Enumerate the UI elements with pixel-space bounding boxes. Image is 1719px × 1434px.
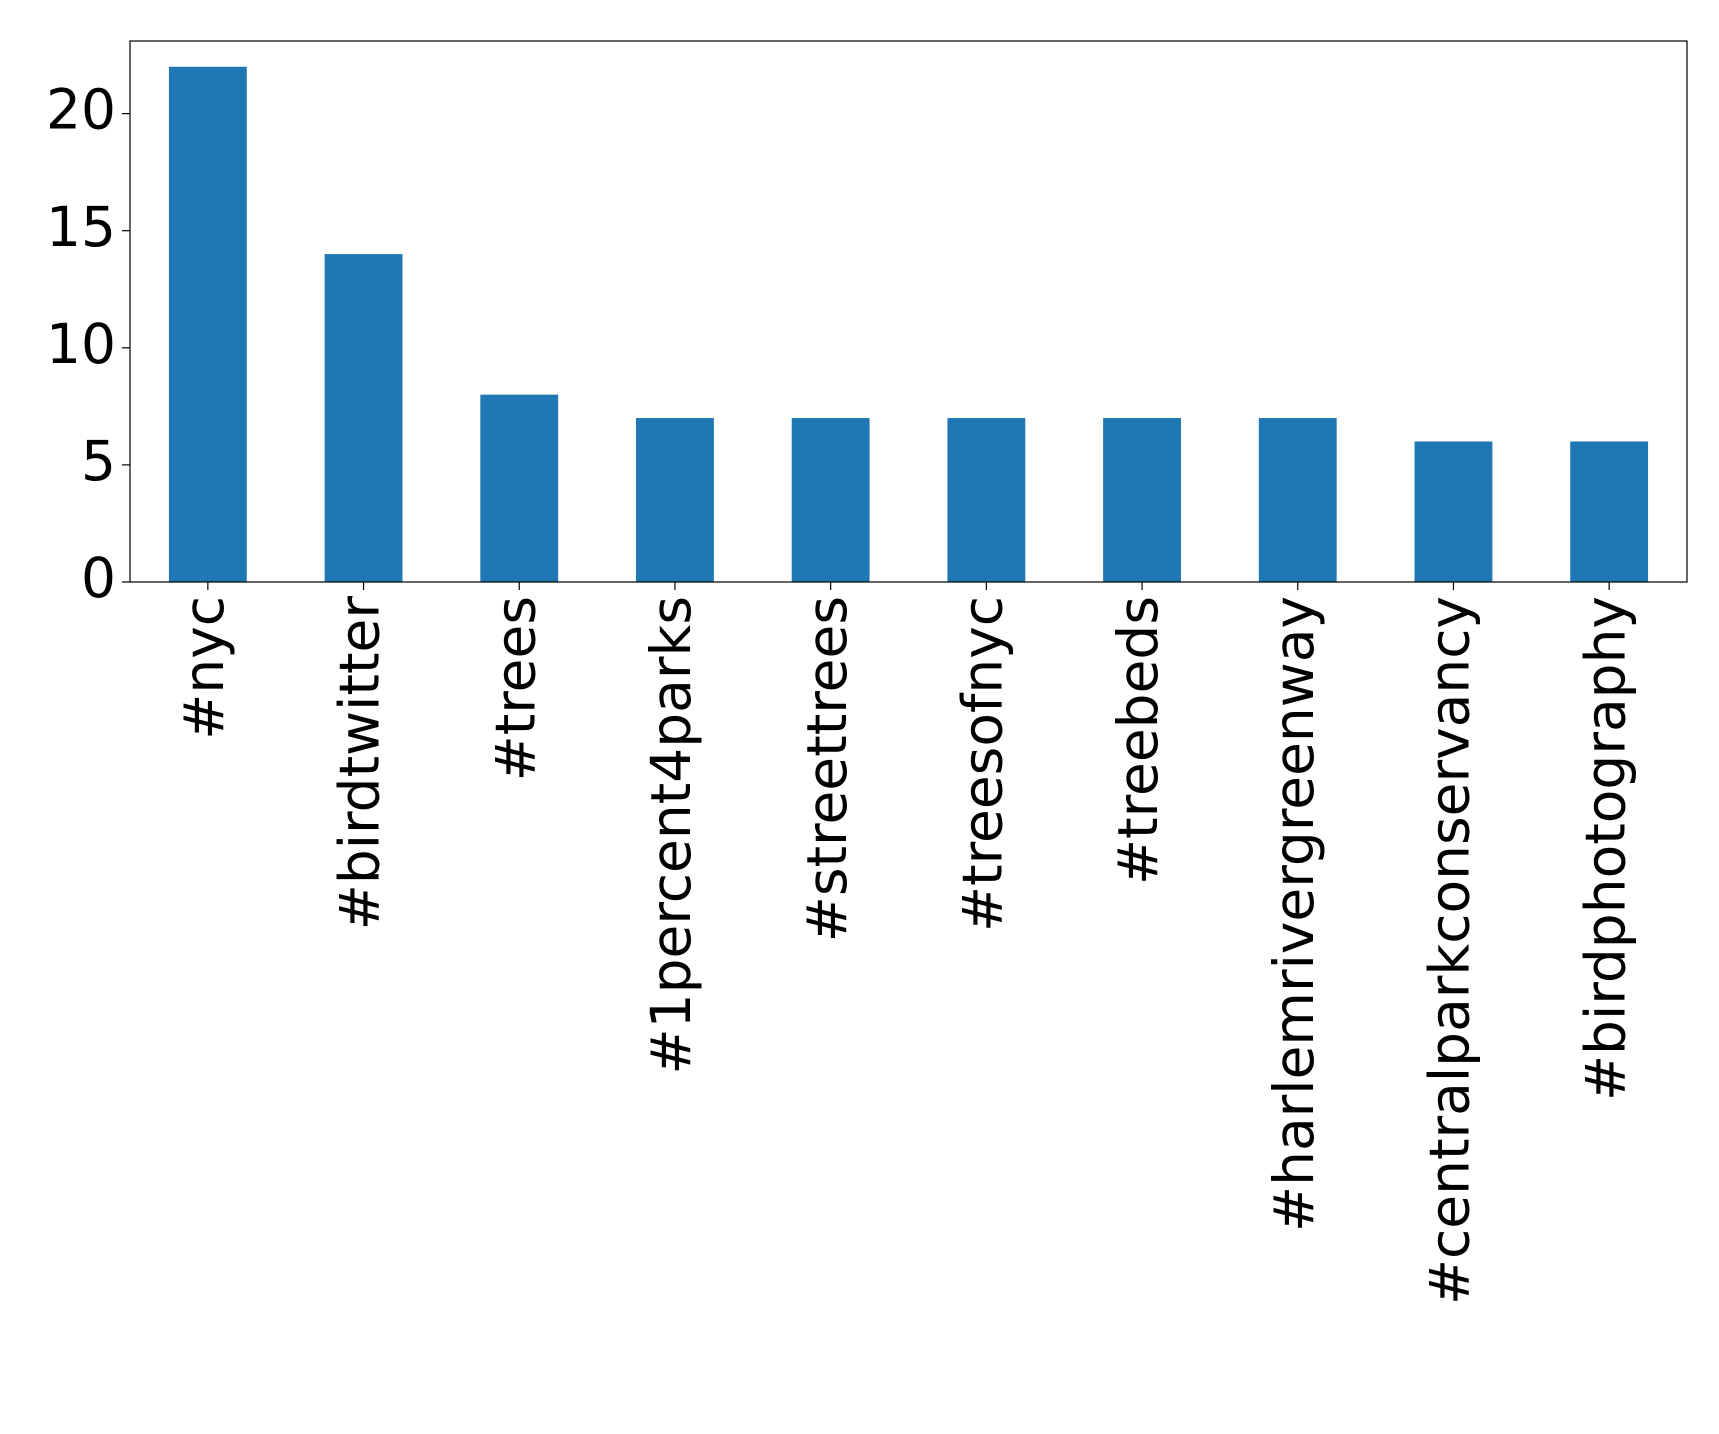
y-tick-label: 5: [81, 429, 116, 493]
bar: [324, 254, 403, 582]
bar: [1570, 441, 1649, 582]
x-tick-label: #streettrees: [795, 596, 859, 942]
x-tick-label: #1percent4parks: [639, 596, 703, 1074]
x-tick-label: #treesofnyc: [950, 596, 1014, 932]
bar: [1103, 418, 1181, 582]
x-tick-label: #treebeds: [1106, 596, 1170, 885]
x-tick-label: #birdtwitter: [328, 596, 392, 931]
x-tick-label: #harlemrivergreenway: [1262, 596, 1326, 1232]
x-tick-label: #birdphotography: [1573, 596, 1637, 1101]
y-tick-label: 0: [81, 546, 116, 610]
bar: [1414, 441, 1493, 582]
bar: [168, 66, 247, 582]
y-tick-label: 20: [46, 78, 116, 142]
plot-frame: [129, 40, 1688, 583]
bar: [791, 418, 870, 582]
y-tick-label: 10: [46, 312, 116, 376]
bar: [1258, 418, 1337, 582]
bar: [480, 394, 559, 582]
x-tick-label: #centralparkconservancy: [1418, 596, 1482, 1305]
x-tick-label: #nyc: [172, 596, 236, 740]
x-tick-label: #trees: [483, 596, 547, 781]
y-tick-label: 15: [46, 195, 116, 259]
bar: [636, 418, 714, 582]
bar: [947, 418, 1026, 582]
